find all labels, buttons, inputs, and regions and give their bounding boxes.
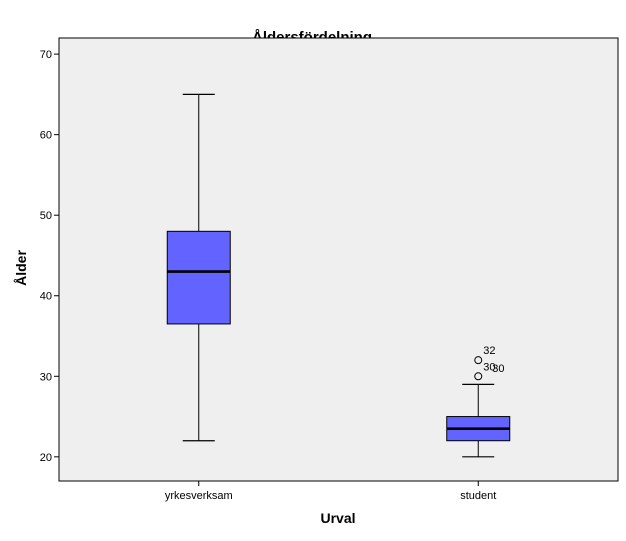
x-tick-label-yrkesverksam: yrkesverksam [165,490,233,502]
outlier-label-student-0: 32 [483,345,495,357]
outlier-student-1 [474,372,483,381]
x-tick-label-student: student [460,490,496,502]
y-tick-label-70: 70 [40,49,52,61]
extra-outlier-label-0: 30 [492,363,504,375]
y-tick-label-20: 20 [40,452,52,464]
y-axis: 20 30 40 50 60 70 [40,49,59,464]
outlier-label-student-1: 30 [483,361,495,373]
plot-area [58,37,619,482]
y-tick-label-50: 50 [40,210,52,222]
y-tick-label-60: 60 [40,130,52,142]
x-axis: yrkesverksam student [165,481,496,502]
iqr-box-yrkesverksam [166,230,231,325]
y-tick-label-30: 30 [40,371,52,383]
y-tick-label-40: 40 [40,291,52,303]
box-yrkesverksam [166,93,231,442]
x-axis-title: Urval [320,510,355,526]
y-axis-title: Ålder [13,250,29,286]
outlier-student-0 [474,356,483,365]
box-student: 32 30 [446,345,511,458]
